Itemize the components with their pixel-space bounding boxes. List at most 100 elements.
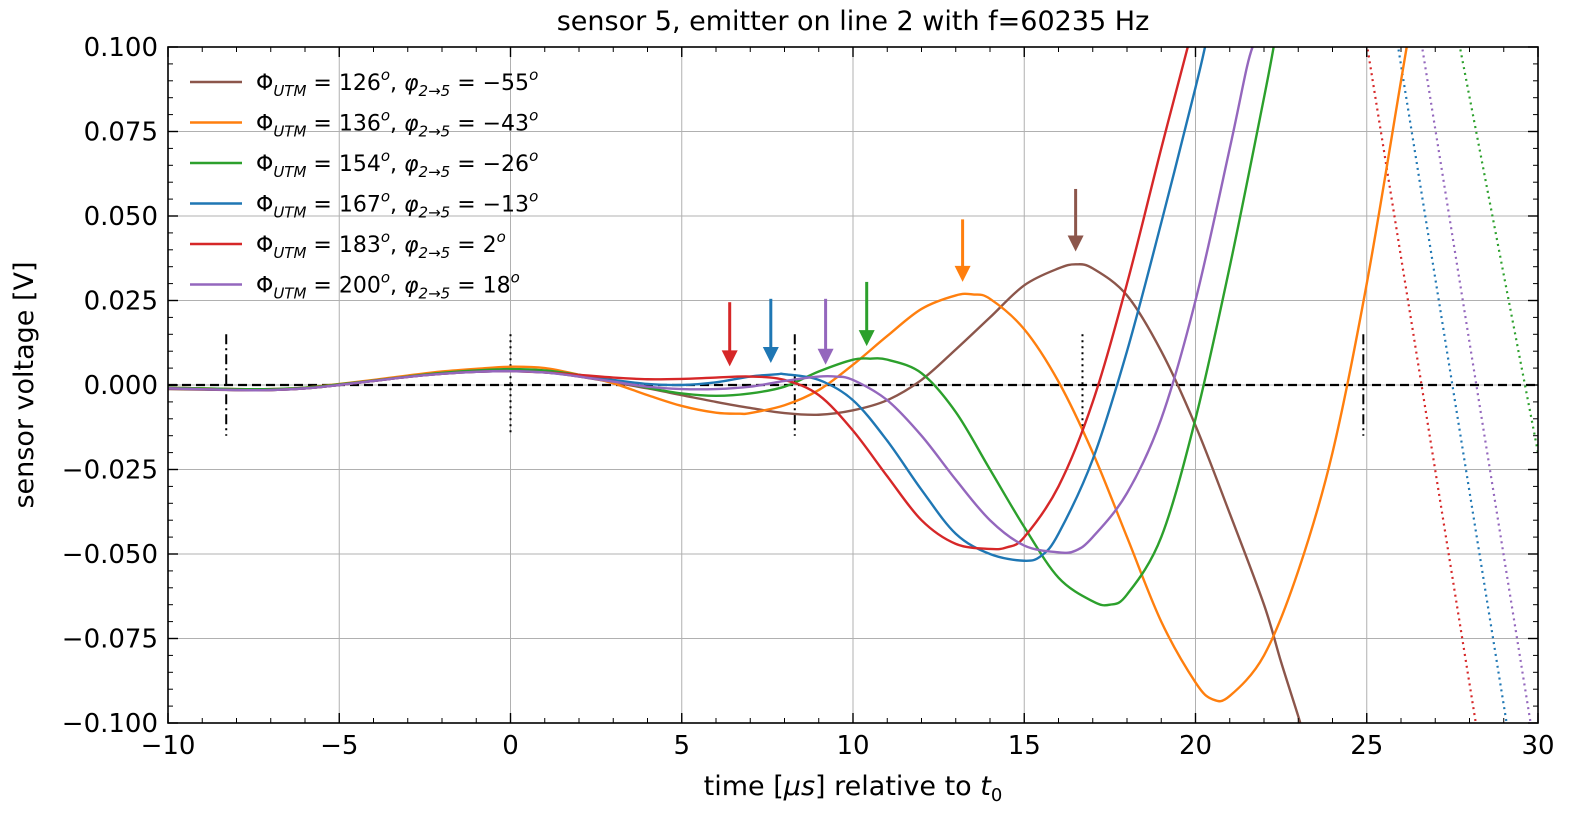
y-axis-title: sensor voltage [V] xyxy=(9,261,40,508)
y-tick-label: −0.075 xyxy=(62,625,158,655)
legend-deg1: o xyxy=(381,188,390,206)
x-axis-title-mu: μs xyxy=(783,771,815,802)
legend-deg1: o xyxy=(381,147,390,165)
legend-eq2: = 18 xyxy=(450,274,510,299)
legend-comma: , xyxy=(390,152,404,177)
legend-comma: , xyxy=(390,112,404,137)
legend-deg2: o xyxy=(529,66,538,84)
y-tick-label: 0.075 xyxy=(84,118,158,148)
x-tick-label: 10 xyxy=(836,731,869,761)
legend-label: ΦUTM = 126o, φ2→5 = −55o xyxy=(256,66,538,100)
y-tick-label: −0.050 xyxy=(62,540,158,570)
legend-phi: φ xyxy=(404,274,419,299)
legend-eq1: = 126 xyxy=(306,71,380,96)
legend-sub-utm: UTM xyxy=(273,244,306,262)
legend-eq2: = −26 xyxy=(450,152,529,177)
legend-phi: φ xyxy=(404,71,419,96)
x-tick-label: −5 xyxy=(320,731,358,761)
x-tick-label: 15 xyxy=(1008,731,1041,761)
legend-deg2: o xyxy=(529,147,538,165)
legend-label: ΦUTM = 167o, φ2→5 = −13o xyxy=(256,188,538,222)
tick-labels: −10 −5 0 5 10 15 20 25 30 −0.100 −0.075 −0.050 −0.02… xyxy=(62,33,1555,761)
arrow-head xyxy=(721,350,738,367)
legend-eq1: = 154 xyxy=(306,152,380,177)
y-tick-label: 0.000 xyxy=(84,371,158,401)
legend-comma: , xyxy=(390,193,404,218)
legend-eq1: = 200 xyxy=(306,274,380,299)
legend-sub-path: 2→5 xyxy=(419,204,451,222)
legend-eq1: = 136 xyxy=(306,112,380,137)
x-axis-title: time [μs] relative to t0 xyxy=(704,771,1003,806)
legend-Phi: Φ xyxy=(256,112,273,137)
legend-eq2: = −13 xyxy=(450,193,529,218)
legend-label: ΦUTM = 183o, φ2→5 = 2o xyxy=(256,228,506,262)
series-dotted-tail xyxy=(1458,47,1538,453)
series-line xyxy=(168,47,1254,555)
arrival-arrows xyxy=(721,188,1084,367)
x-tick-label: −10 xyxy=(141,731,196,761)
legend-sub-utm: UTM xyxy=(273,123,306,141)
arrow-head xyxy=(817,348,834,365)
series-line xyxy=(168,263,1302,723)
x-tick-label: 0 xyxy=(502,731,519,761)
legend-deg2: o xyxy=(497,228,506,246)
legend-label: ΦUTM = 200o, φ2→5 = 18o xyxy=(256,269,520,303)
x-axis-title-pre: time [ xyxy=(704,771,784,802)
arrow-head xyxy=(858,330,875,347)
y-tick-label: 0.100 xyxy=(84,33,158,63)
x-tick-label: 5 xyxy=(673,731,690,761)
legend-sub-path: 2→5 xyxy=(419,163,451,181)
legend-comma: , xyxy=(390,233,404,258)
legend-comma: , xyxy=(390,274,404,299)
legend-deg1: o xyxy=(381,228,390,246)
x-tick-label: 25 xyxy=(1350,731,1383,761)
legend-comma: , xyxy=(390,71,404,96)
series-line xyxy=(168,47,1408,703)
axis-ticks xyxy=(167,46,1539,724)
legend-deg2: o xyxy=(529,107,538,125)
arrow-head xyxy=(954,265,971,282)
legend-sub-utm: UTM xyxy=(273,285,306,303)
legend-Phi: Φ xyxy=(256,152,273,177)
legend-eq2: = −43 xyxy=(450,112,529,137)
y-tick-label: 0.025 xyxy=(84,287,158,317)
legend-sub-path: 2→5 xyxy=(419,244,451,262)
legend-sub-path: 2→5 xyxy=(419,82,451,100)
chart-title: sensor 5, emitter on line 2 with f=60235… xyxy=(557,6,1150,37)
x-axis-title-t: t xyxy=(980,771,992,802)
x-tick-label: 30 xyxy=(1521,731,1554,761)
legend-phi: φ xyxy=(404,233,419,258)
legend-eq2: = −55 xyxy=(450,71,529,96)
legend-sub-path: 2→5 xyxy=(419,123,451,141)
legend-Phi: Φ xyxy=(256,193,273,218)
legend-Phi: Φ xyxy=(256,274,273,299)
legend-eq1: = 183 xyxy=(306,233,380,258)
legend-label: ΦUTM = 154o, φ2→5 = −26o xyxy=(256,147,538,181)
legend-deg2: o xyxy=(511,269,520,287)
x-axis-title-sub: 0 xyxy=(991,785,1002,806)
legend-phi: φ xyxy=(404,193,419,218)
legend-eq2: = 2 xyxy=(450,233,496,258)
legend-deg1: o xyxy=(381,107,390,125)
legend-Phi: Φ xyxy=(256,71,273,96)
legend-sub-path: 2→5 xyxy=(419,285,451,303)
legend-deg2: o xyxy=(529,188,538,206)
y-tick-label: −0.025 xyxy=(62,456,158,486)
legend-deg1: o xyxy=(381,66,390,84)
legend-sub-utm: UTM xyxy=(273,82,306,100)
y-tick-label: −0.100 xyxy=(62,709,158,739)
x-tick-label: 20 xyxy=(1179,731,1212,761)
series-lines xyxy=(168,47,1538,723)
legend-sub-utm: UTM xyxy=(273,163,306,181)
legend-label: ΦUTM = 136o, φ2→5 = −43o xyxy=(256,107,538,141)
event-markers xyxy=(225,334,1365,436)
legend-sub-utm: UTM xyxy=(273,204,306,222)
y-tick-label: 0.050 xyxy=(84,202,158,232)
legend-phi: φ xyxy=(404,112,419,137)
x-axis-title-post: ] relative to xyxy=(815,771,980,802)
arrow-head xyxy=(762,347,779,364)
legend-deg1: o xyxy=(381,269,390,287)
arrow-head xyxy=(1067,235,1084,252)
